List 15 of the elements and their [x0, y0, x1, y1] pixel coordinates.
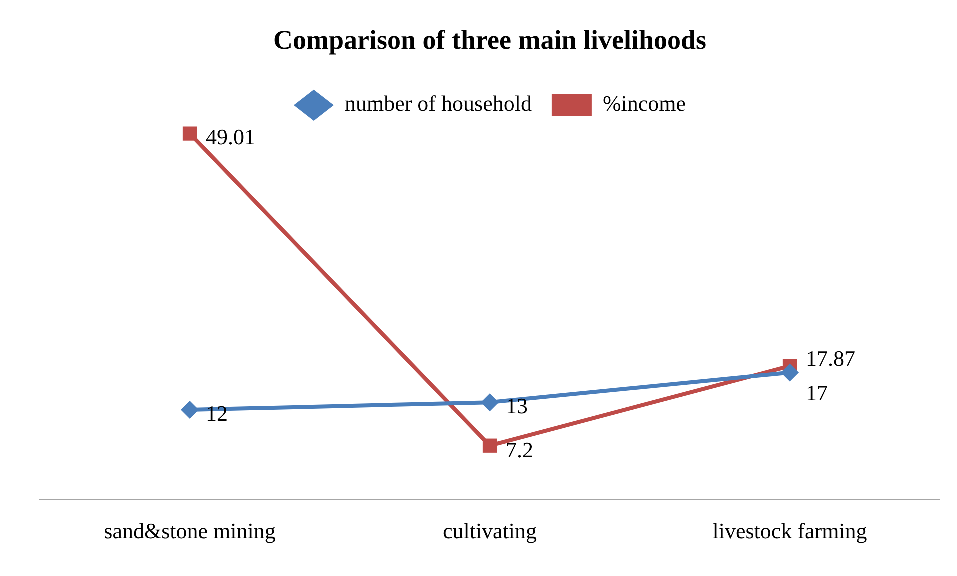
legend-label: number of household	[344, 91, 532, 116]
x-tick-label: cultivating	[442, 518, 538, 544]
data-label: 17.87	[806, 346, 856, 371]
x-tick-label: sand&stone mining	[104, 518, 276, 544]
x-tick-label: livestock farming	[712, 518, 868, 544]
data-label: 49.01	[206, 124, 256, 150]
point	[482, 438, 498, 453]
point	[781, 364, 799, 382]
legend-label: %income	[602, 91, 686, 116]
data-label: 17	[806, 380, 828, 406]
data-label: 7.2	[506, 438, 534, 463]
point	[181, 401, 199, 420]
point	[182, 126, 198, 141]
chart-title: Comparison of three main livelihoods	[273, 25, 707, 56]
point	[481, 394, 499, 412]
